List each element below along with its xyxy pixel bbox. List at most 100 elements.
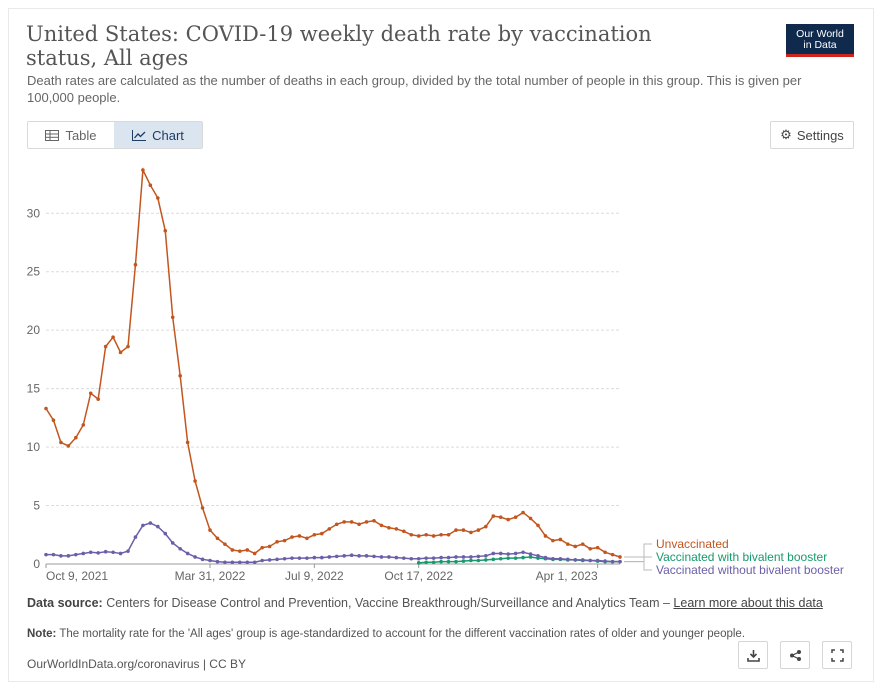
data-point	[170, 315, 175, 320]
data-point	[506, 556, 510, 560]
note-label: Note:	[27, 628, 57, 640]
data-point	[290, 535, 294, 539]
data-point	[185, 551, 190, 556]
data-point	[469, 530, 473, 535]
data-point	[364, 520, 369, 524]
settings-button[interactable]: ⚙ Settings	[770, 121, 854, 149]
y-tick-label: 30	[27, 206, 41, 220]
data-point	[349, 553, 354, 558]
x-tick-label: Jul 9, 2022	[285, 569, 344, 583]
data-point	[59, 554, 63, 558]
data-point	[51, 418, 56, 422]
data-point	[260, 558, 264, 563]
learn-more-link[interactable]: Learn more about this data	[673, 596, 823, 610]
data-point	[379, 523, 384, 528]
data-point	[379, 555, 384, 559]
data-point	[498, 515, 503, 520]
x-tick-label: Oct 9, 2021	[46, 569, 108, 583]
data-point	[513, 556, 518, 560]
data-point	[476, 558, 481, 563]
data-point	[334, 554, 339, 559]
gear-icon: ⚙	[780, 127, 792, 142]
data-point	[439, 532, 443, 537]
data-point	[424, 556, 428, 560]
data-point	[282, 556, 287, 561]
data-point	[558, 556, 563, 561]
data-point	[357, 554, 361, 558]
data-point	[141, 523, 145, 528]
data-point	[282, 538, 287, 543]
data-point	[238, 549, 242, 553]
data-point	[334, 522, 339, 527]
data-point	[230, 548, 235, 552]
download-button[interactable]	[738, 641, 768, 669]
data-point	[275, 539, 279, 544]
data-point	[312, 532, 317, 537]
data-point	[588, 547, 592, 551]
data-point	[364, 554, 369, 558]
data-point	[528, 552, 533, 556]
line-chart-icon	[132, 129, 147, 141]
share-icon	[789, 649, 801, 661]
data-point	[528, 516, 533, 521]
data-point	[618, 555, 622, 559]
data-point	[603, 550, 607, 555]
data-point	[66, 554, 71, 558]
tab-chart[interactable]: Chart	[114, 122, 202, 148]
data-point	[431, 556, 436, 560]
data-point	[44, 406, 48, 411]
tab-table[interactable]: Table	[28, 122, 114, 148]
data-point	[409, 532, 414, 537]
logo-line1: Our World	[796, 28, 844, 40]
data-point	[521, 550, 525, 555]
data-point	[484, 524, 488, 529]
owid-logo[interactable]: Our World in Data	[786, 24, 854, 57]
data-point	[484, 554, 488, 558]
data-point	[439, 555, 443, 560]
data-point	[402, 556, 406, 560]
data-point	[528, 555, 533, 559]
data-point	[81, 423, 86, 427]
data-point	[111, 550, 115, 555]
x-tick-label: Oct 17, 2022	[384, 569, 453, 583]
data-point	[431, 560, 436, 565]
data-point	[476, 528, 481, 532]
fullscreen-button[interactable]	[822, 641, 852, 669]
data-point	[275, 557, 279, 562]
data-point	[506, 517, 510, 522]
data-point	[163, 531, 168, 536]
data-point	[305, 556, 309, 560]
logo-line2: in Data	[803, 39, 837, 51]
data-point	[387, 555, 391, 559]
data-point	[595, 558, 600, 563]
data-point	[66, 444, 71, 448]
data-point	[111, 335, 115, 339]
data-point	[290, 556, 294, 560]
data-point	[566, 557, 570, 562]
data-point	[461, 559, 466, 563]
legend-label: Vaccinated with bivalent booster	[656, 550, 827, 564]
share-button[interactable]	[780, 641, 810, 669]
data-point	[551, 556, 555, 561]
data-point	[230, 560, 235, 565]
data-point	[573, 544, 578, 549]
data-point	[208, 558, 212, 563]
data-point	[491, 557, 496, 562]
data-point	[141, 168, 145, 172]
data-point	[588, 558, 592, 563]
data-point	[267, 558, 272, 562]
data-point	[74, 552, 78, 557]
data-point	[439, 559, 443, 564]
data-point	[148, 521, 153, 525]
data-point	[551, 538, 555, 543]
credit-line: OurWorldInData.org/coronavirus | CC BY	[27, 657, 246, 671]
y-tick-label: 5	[33, 499, 40, 513]
data-point	[454, 559, 458, 564]
data-point	[200, 506, 205, 510]
tab-table-label: Table	[65, 127, 97, 143]
data-point	[59, 440, 63, 445]
data-point	[133, 535, 138, 539]
data-point	[610, 559, 615, 564]
data-point	[580, 558, 585, 562]
data-point	[476, 554, 481, 559]
